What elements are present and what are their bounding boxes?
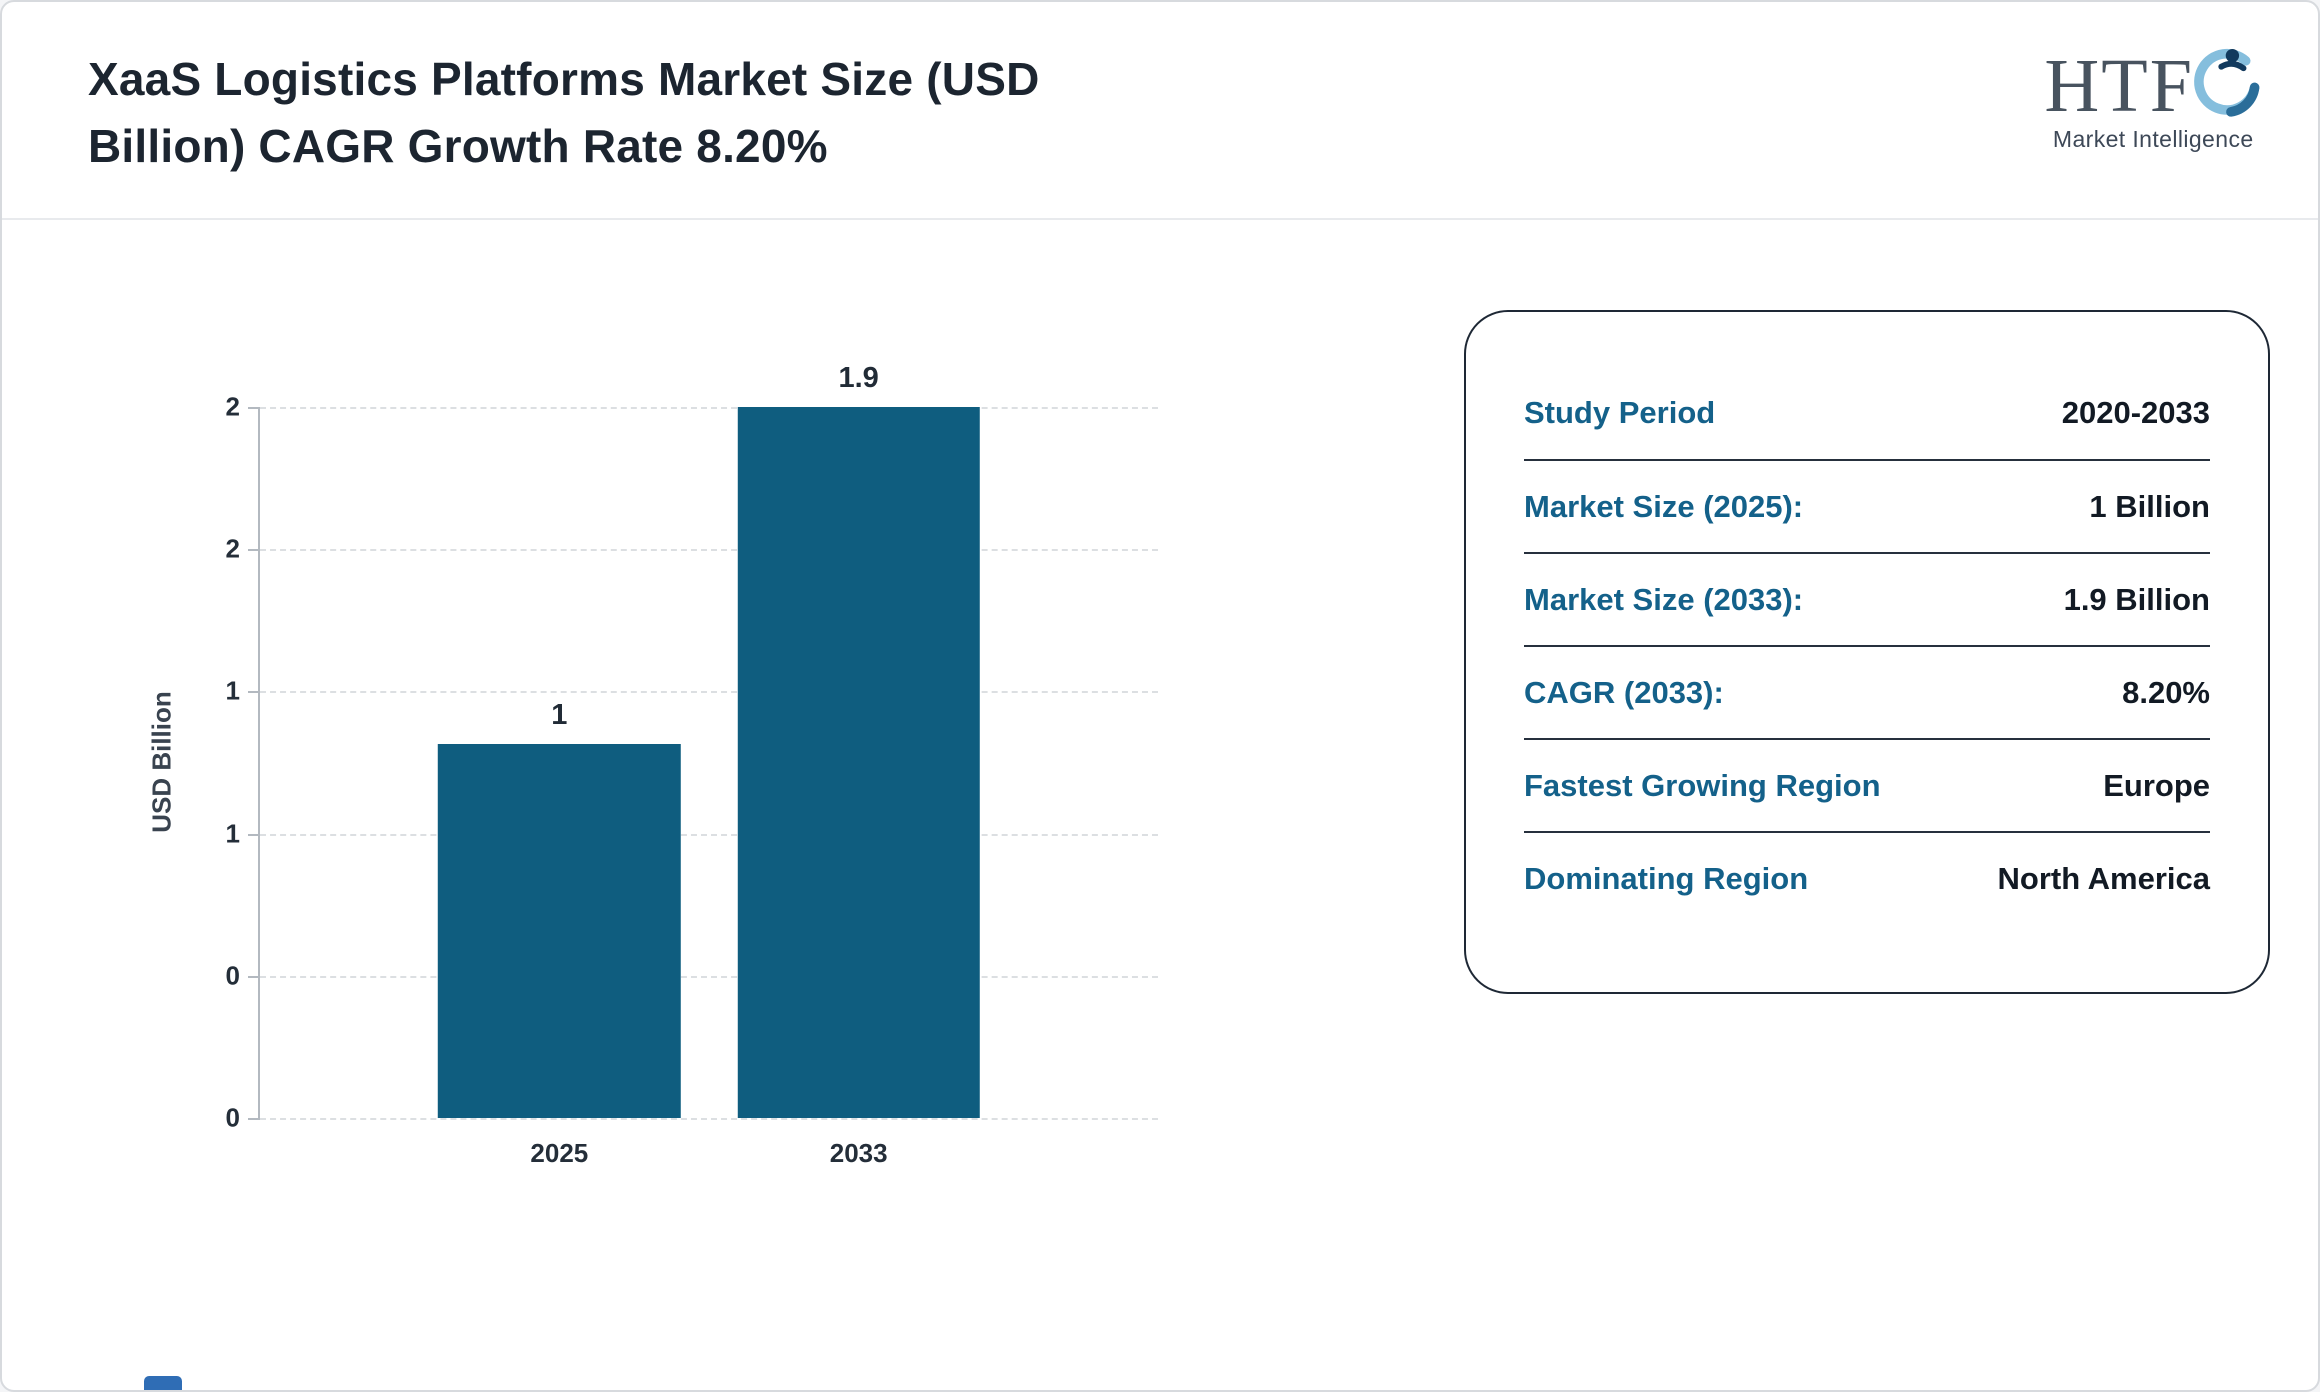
info-row-label: Study Period	[1524, 394, 1716, 430]
gridline	[260, 691, 1158, 694]
logo-subtext: Market Intelligence	[2052, 126, 2254, 153]
y-tick-label: 0	[225, 1102, 240, 1133]
info-row-value: 1.9 Billion	[2063, 581, 2210, 617]
gridline	[260, 833, 1158, 836]
y-tick-label: 1	[225, 818, 240, 849]
y-tick-mark	[248, 407, 260, 409]
info-row-value: Europe	[2103, 767, 2210, 803]
header: XaaS Logistics Platforms Market Size (US…	[2, 2, 2318, 220]
bar-value-label: 1.9	[838, 362, 879, 394]
info-row-label: Market Size (2025):	[1524, 488, 1804, 524]
y-tick-mark	[248, 975, 260, 978]
info-row-label: Market Size (2033):	[1524, 581, 1804, 617]
info-row-value: 2020-2033	[2061, 394, 2210, 430]
info-row: Fastest Growing Region Europe	[1524, 738, 2210, 831]
bar-2025	[438, 743, 681, 1118]
page-title-line1: XaaS Logistics Platforms Market Size (US…	[88, 53, 1040, 105]
info-row-value: North America	[1997, 860, 2210, 896]
y-axis-title: USD Billion	[146, 691, 177, 833]
y-tick-mark	[248, 549, 260, 552]
y-tick-mark	[248, 833, 260, 836]
info-row: Study Period 2020-2033	[1524, 366, 2210, 459]
page-title-line2: Billion) CAGR Growth Rate 8.20%	[88, 119, 828, 172]
bar-value-label: 1	[551, 698, 568, 731]
gridline	[260, 975, 1158, 978]
logo-row: HTF	[2044, 44, 2262, 128]
x-axis-label: 2033	[829, 1138, 888, 1168]
plot-area: 2 2 1 1 0 0 1 2025 1.9 2033	[226, 362, 1158, 1168]
htf-logo: HTF Market Intelligence	[2044, 44, 2262, 153]
footer-accent	[144, 1376, 182, 1390]
info-card-rows: Study Period 2020-2033 Market Size (2025…	[1524, 366, 2210, 924]
info-row-value: 8.20%	[2122, 674, 2210, 710]
info-row-label: Dominating Region	[1524, 860, 1809, 896]
info-row: CAGR (2033): 8.20%	[1524, 645, 2210, 738]
info-row-label: Fastest Growing Region	[1524, 767, 1881, 803]
info-row: Dominating Region North America	[1524, 831, 2210, 924]
y-tick-label: 0	[225, 960, 240, 991]
y-tick-label: 2	[225, 391, 240, 422]
info-row: Market Size (2033): 1.9 Billion	[1524, 552, 2210, 645]
logo-swirl-icon	[2194, 48, 2260, 117]
bar-2033	[737, 407, 980, 1118]
y-tick-mark	[248, 691, 260, 694]
y-tick-label: 1	[225, 675, 240, 706]
logo-text: HTF	[2044, 44, 2194, 128]
info-row-label: CAGR (2033):	[1524, 674, 1724, 710]
info-row: Market Size (2025): 1 Billion	[1524, 459, 2210, 552]
info-card: Study Period 2020-2033 Market Size (2025…	[1464, 310, 2270, 994]
y-tick-label: 2	[225, 533, 240, 564]
gridline	[260, 407, 1158, 409]
page-title: XaaS Logistics Platforms Market Size (US…	[88, 46, 1040, 179]
gridline	[260, 549, 1158, 552]
info-row-value: 1 Billion	[2089, 488, 2210, 524]
x-axis-label: 2025	[530, 1138, 589, 1168]
y-tick-mark	[248, 1118, 260, 1120]
gridline	[260, 1118, 1158, 1120]
